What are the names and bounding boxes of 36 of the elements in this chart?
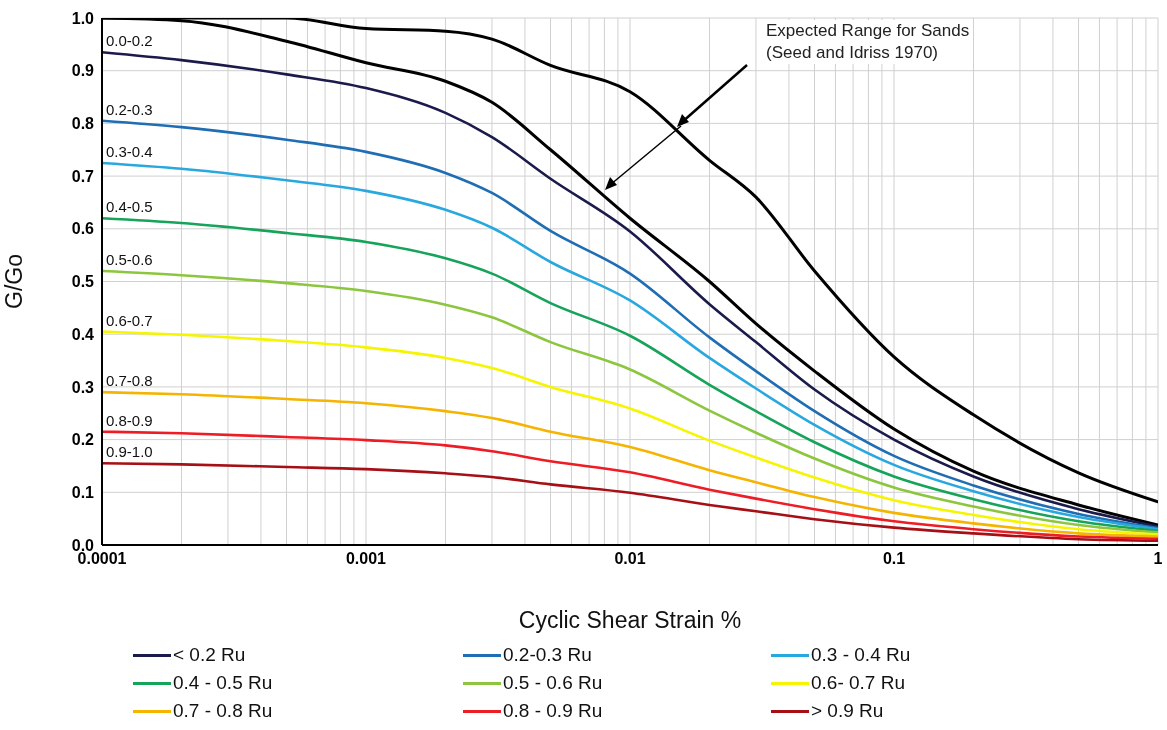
annotation: 0.2-0.3: [106, 100, 153, 118]
y-tick-label: 0.7: [71, 167, 95, 185]
y-tick-label: 1.0: [71, 9, 95, 27]
x-tick-label: 0.01: [614, 550, 646, 568]
y-tick-label: 0.3: [71, 378, 95, 396]
legend-label: 0.5 - 0.6 Ru: [503, 672, 603, 694]
y-tick-label: 0.6: [71, 220, 95, 238]
x-tick-label: 0.0001: [77, 550, 127, 568]
legend-label: 0.4 - 0.5 Ru: [173, 672, 273, 694]
annotation: 0.3-0.4: [106, 142, 153, 160]
y-tick-label: 0.5: [71, 273, 95, 291]
annotation: 0.4-0.5: [106, 198, 153, 216]
legend-label: 0.7 - 0.8 Ru: [173, 700, 273, 722]
legend-label: 0.6- 0.7 Ru: [811, 672, 905, 694]
legend-label: 0.3 - 0.4 Ru: [811, 644, 911, 666]
annotation: 0.5-0.6: [106, 250, 153, 268]
y-axis-title: G/Go: [1, 254, 28, 309]
y-tick-label: 0.1: [71, 483, 95, 501]
y-tick-label: 0.2: [71, 431, 95, 449]
annotation: Expected Range for Sands (Seed and Idriss 1970): [762, 20, 974, 64]
legend-label: < 0.2 Ru: [173, 644, 246, 666]
annotation: 0.6-0.7: [106, 311, 153, 329]
annotation: 0.8-0.9: [106, 411, 153, 429]
y-tick-label: 0.9: [71, 62, 95, 80]
annotation: 0.7-0.8: [106, 372, 153, 390]
annotation: 0.9-1.0: [106, 443, 153, 461]
legend-label: 0.2-0.3 Ru: [503, 644, 592, 666]
x-tick-label: 0.001: [345, 550, 387, 568]
annotation: 0.0-0.2: [106, 32, 153, 50]
x-axis-title: Cyclic Shear Strain %: [518, 607, 742, 633]
x-tick-label: 0.1: [882, 550, 906, 568]
y-tick-label: 0.8: [71, 115, 95, 133]
legend-label: 0.8 - 0.9 Ru: [503, 700, 603, 722]
legend-label: > 0.9 Ru: [811, 700, 884, 722]
x-tick-label: 1: [1153, 550, 1163, 568]
y-tick-label: 0.4: [71, 325, 95, 343]
